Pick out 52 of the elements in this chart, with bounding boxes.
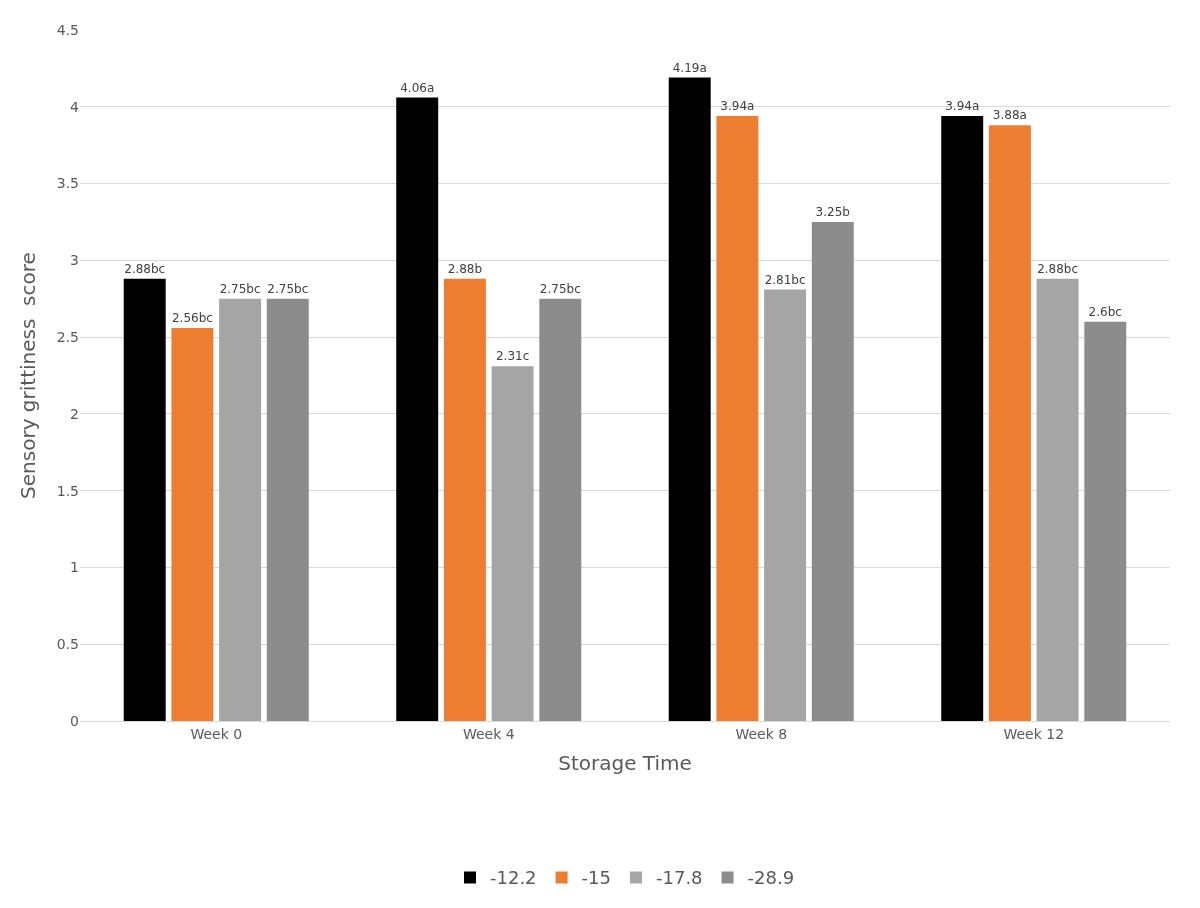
data-label: 3.94a [945, 98, 980, 113]
data-label: 2.75bc [267, 281, 309, 296]
bar [764, 289, 807, 721]
bar [811, 221, 854, 721]
data-label: 2.88bc [1037, 261, 1079, 276]
y-tick-label: 4.5 [56, 21, 79, 38]
y-tick-label: 0.5 [56, 636, 79, 653]
y-tick-label: 4 [70, 98, 80, 115]
bar [266, 298, 309, 721]
data-label: 2.75bc [539, 281, 581, 296]
x-tick-label: Week 4 [462, 725, 515, 742]
bar [123, 278, 166, 721]
y-tick-label: 3 [70, 252, 79, 269]
y-tick-label: 1 [70, 559, 79, 576]
x-tick-label: Week 0 [190, 725, 243, 742]
legend-label: -12.2 [490, 867, 537, 889]
y-tick-label: 0 [70, 712, 79, 729]
bar [988, 125, 1031, 721]
bar [716, 115, 759, 721]
data-label: 2.75bc [219, 281, 261, 296]
y-tick-label: 3.5 [56, 175, 79, 192]
bar [443, 278, 486, 721]
bar [539, 298, 582, 721]
data-label: 2.88bc [124, 261, 166, 276]
data-label: 3.94a [720, 98, 755, 113]
bar [668, 77, 711, 721]
x-tick-label: Week 12 [1003, 725, 1065, 742]
y-tick-label: 1.5 [56, 482, 79, 499]
bar [219, 298, 262, 721]
data-label: 2.31c [495, 349, 530, 364]
legend-label: -17.8 [655, 867, 703, 889]
bar [396, 97, 439, 721]
bar [941, 115, 984, 721]
y-tick-label: 2.5 [56, 329, 79, 346]
data-label: 2.88b [447, 261, 483, 276]
data-label: 2.81bc [764, 272, 806, 287]
legend-label: -15 [581, 867, 611, 889]
data-label: 4.06a [400, 80, 435, 95]
data-label: 4.19a [672, 60, 707, 75]
legend-label: -28.9 [747, 867, 795, 889]
y-tick-label: 2 [70, 405, 79, 422]
x-axis-title: Storage Time [558, 751, 692, 776]
data-label: 2.6bc [1088, 304, 1122, 319]
bar [171, 327, 214, 721]
data-label: 3.88a [992, 108, 1027, 123]
y-axis-title: Sensory grittiness score [16, 252, 41, 499]
x-tick-label: Week 8 [735, 725, 788, 742]
bar [491, 366, 534, 721]
bar [1036, 278, 1079, 721]
data-label: 3.25b [815, 204, 850, 219]
bar [1084, 321, 1127, 721]
data-label: 2.56bc [171, 310, 213, 325]
